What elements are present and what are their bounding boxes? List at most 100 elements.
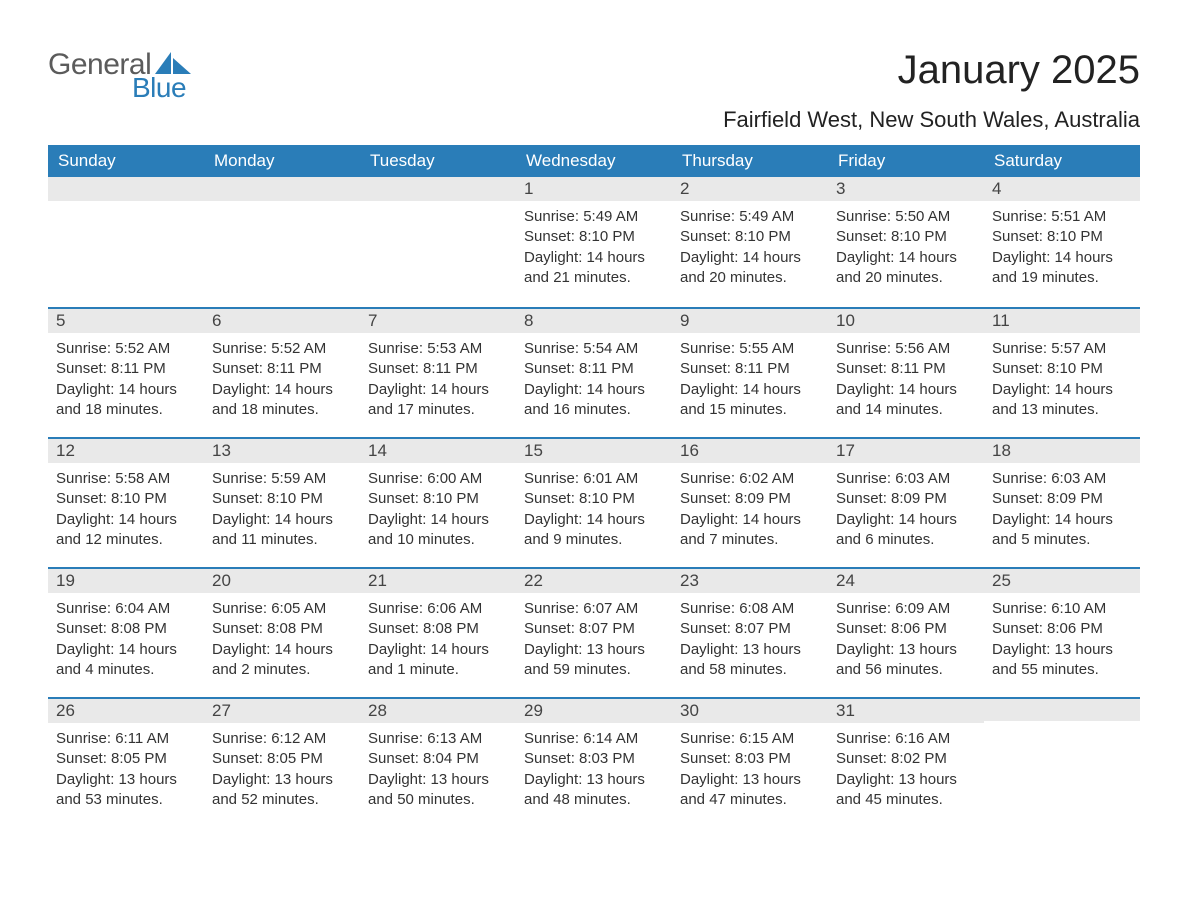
day-number: 25 — [984, 567, 1140, 593]
day-number: 24 — [828, 567, 984, 593]
weekday-header: Saturday — [984, 145, 1140, 177]
day-number: 30 — [672, 697, 828, 723]
day-body: Sunrise: 6:00 AMSunset: 8:10 PMDaylight:… — [360, 463, 516, 564]
day-number: 12 — [48, 437, 204, 463]
sunset-line: Sunset: 8:10 PM — [992, 227, 1132, 247]
sunset-line: Sunset: 8:08 PM — [212, 619, 352, 639]
sunset-line: Sunset: 8:10 PM — [524, 227, 664, 247]
day-number: 18 — [984, 437, 1140, 463]
day-cell: 12Sunrise: 5:58 AMSunset: 8:10 PMDayligh… — [48, 437, 204, 567]
sunset-line: Sunset: 8:05 PM — [212, 749, 352, 769]
sunset-line: Sunset: 8:09 PM — [680, 489, 820, 509]
day-cell: 21Sunrise: 6:06 AMSunset: 8:08 PMDayligh… — [360, 567, 516, 697]
day-number: 21 — [360, 567, 516, 593]
day-body: Sunrise: 6:15 AMSunset: 8:03 PMDaylight:… — [672, 723, 828, 824]
empty-day-cell — [360, 177, 516, 307]
day-number: 2 — [672, 177, 828, 201]
daylight-line: Daylight: 13 hours and 48 minutes. — [524, 770, 664, 811]
day-number: 28 — [360, 697, 516, 723]
day-number: 4 — [984, 177, 1140, 201]
daylight-line: Daylight: 14 hours and 15 minutes. — [680, 380, 820, 421]
weekday-header: Sunday — [48, 145, 204, 177]
sunrise-line: Sunrise: 6:02 AM — [680, 469, 820, 489]
day-body: Sunrise: 6:05 AMSunset: 8:08 PMDaylight:… — [204, 593, 360, 694]
day-number: 13 — [204, 437, 360, 463]
day-body: Sunrise: 5:56 AMSunset: 8:11 PMDaylight:… — [828, 333, 984, 434]
day-body: Sunrise: 5:49 AMSunset: 8:10 PMDaylight:… — [672, 201, 828, 302]
day-cell: 14Sunrise: 6:00 AMSunset: 8:10 PMDayligh… — [360, 437, 516, 567]
day-body: Sunrise: 5:49 AMSunset: 8:10 PMDaylight:… — [516, 201, 672, 302]
calendar: SundayMondayTuesdayWednesdayThursdayFrid… — [48, 145, 1140, 827]
day-cell: 24Sunrise: 6:09 AMSunset: 8:06 PMDayligh… — [828, 567, 984, 697]
day-number: 3 — [828, 177, 984, 201]
week-row: 1Sunrise: 5:49 AMSunset: 8:10 PMDaylight… — [48, 177, 1140, 307]
day-body: Sunrise: 5:52 AMSunset: 8:11 PMDaylight:… — [48, 333, 204, 434]
header: General Blue January 2025 Fairfield West… — [48, 48, 1140, 133]
day-cell: 15Sunrise: 6:01 AMSunset: 8:10 PMDayligh… — [516, 437, 672, 567]
sunset-line: Sunset: 8:10 PM — [212, 489, 352, 509]
daylight-line: Daylight: 14 hours and 13 minutes. — [992, 380, 1132, 421]
sunrise-line: Sunrise: 5:52 AM — [56, 339, 196, 359]
day-cell: 13Sunrise: 5:59 AMSunset: 8:10 PMDayligh… — [204, 437, 360, 567]
sunrise-line: Sunrise: 5:51 AM — [992, 207, 1132, 227]
sunrise-line: Sunrise: 5:52 AM — [212, 339, 352, 359]
sunrise-line: Sunrise: 6:10 AM — [992, 599, 1132, 619]
sunrise-line: Sunrise: 5:49 AM — [680, 207, 820, 227]
day-body: Sunrise: 5:54 AMSunset: 8:11 PMDaylight:… — [516, 333, 672, 434]
day-cell: 1Sunrise: 5:49 AMSunset: 8:10 PMDaylight… — [516, 177, 672, 307]
daylight-line: Daylight: 14 hours and 14 minutes. — [836, 380, 976, 421]
sunset-line: Sunset: 8:08 PM — [56, 619, 196, 639]
sunrise-line: Sunrise: 6:03 AM — [992, 469, 1132, 489]
daylight-line: Daylight: 14 hours and 4 minutes. — [56, 640, 196, 681]
day-number: 31 — [828, 697, 984, 723]
daylight-line: Daylight: 13 hours and 53 minutes. — [56, 770, 196, 811]
sunrise-line: Sunrise: 5:56 AM — [836, 339, 976, 359]
empty-day-bar — [360, 177, 516, 201]
sunrise-line: Sunrise: 6:05 AM — [212, 599, 352, 619]
sunrise-line: Sunrise: 5:59 AM — [212, 469, 352, 489]
day-number: 6 — [204, 307, 360, 333]
daylight-line: Daylight: 14 hours and 7 minutes. — [680, 510, 820, 551]
daylight-line: Daylight: 14 hours and 2 minutes. — [212, 640, 352, 681]
month-title: January 2025 — [723, 48, 1140, 93]
day-cell: 22Sunrise: 6:07 AMSunset: 8:07 PMDayligh… — [516, 567, 672, 697]
day-cell: 17Sunrise: 6:03 AMSunset: 8:09 PMDayligh… — [828, 437, 984, 567]
day-cell: 8Sunrise: 5:54 AMSunset: 8:11 PMDaylight… — [516, 307, 672, 437]
sunset-line: Sunset: 8:09 PM — [992, 489, 1132, 509]
sunset-line: Sunset: 8:10 PM — [680, 227, 820, 247]
daylight-line: Daylight: 14 hours and 18 minutes. — [56, 380, 196, 421]
day-number: 29 — [516, 697, 672, 723]
day-number: 5 — [48, 307, 204, 333]
daylight-line: Daylight: 14 hours and 5 minutes. — [992, 510, 1132, 551]
day-cell: 29Sunrise: 6:14 AMSunset: 8:03 PMDayligh… — [516, 697, 672, 827]
sunset-line: Sunset: 8:11 PM — [524, 359, 664, 379]
sunrise-line: Sunrise: 5:58 AM — [56, 469, 196, 489]
weekday-header: Wednesday — [516, 145, 672, 177]
sunset-line: Sunset: 8:03 PM — [524, 749, 664, 769]
weekday-header: Thursday — [672, 145, 828, 177]
sunrise-line: Sunrise: 6:01 AM — [524, 469, 664, 489]
daylight-line: Daylight: 13 hours and 59 minutes. — [524, 640, 664, 681]
day-number: 20 — [204, 567, 360, 593]
day-cell: 5Sunrise: 5:52 AMSunset: 8:11 PMDaylight… — [48, 307, 204, 437]
day-body: Sunrise: 5:59 AMSunset: 8:10 PMDaylight:… — [204, 463, 360, 564]
daylight-line: Daylight: 13 hours and 52 minutes. — [212, 770, 352, 811]
daylight-line: Daylight: 14 hours and 21 minutes. — [524, 248, 664, 289]
day-body: Sunrise: 6:10 AMSunset: 8:06 PMDaylight:… — [984, 593, 1140, 694]
day-body: Sunrise: 6:03 AMSunset: 8:09 PMDaylight:… — [828, 463, 984, 564]
weekday-header: Friday — [828, 145, 984, 177]
sunrise-line: Sunrise: 6:04 AM — [56, 599, 196, 619]
daylight-line: Daylight: 14 hours and 6 minutes. — [836, 510, 976, 551]
weekday-header: Monday — [204, 145, 360, 177]
day-body: Sunrise: 6:04 AMSunset: 8:08 PMDaylight:… — [48, 593, 204, 694]
sunrise-line: Sunrise: 5:53 AM — [368, 339, 508, 359]
weekday-header: Tuesday — [360, 145, 516, 177]
week-row: 12Sunrise: 5:58 AMSunset: 8:10 PMDayligh… — [48, 437, 1140, 567]
day-body: Sunrise: 5:53 AMSunset: 8:11 PMDaylight:… — [360, 333, 516, 434]
daylight-line: Daylight: 14 hours and 11 minutes. — [212, 510, 352, 551]
empty-day-bar — [48, 177, 204, 201]
day-body: Sunrise: 6:09 AMSunset: 8:06 PMDaylight:… — [828, 593, 984, 694]
day-body: Sunrise: 6:13 AMSunset: 8:04 PMDaylight:… — [360, 723, 516, 824]
day-cell: 9Sunrise: 5:55 AMSunset: 8:11 PMDaylight… — [672, 307, 828, 437]
day-body: Sunrise: 5:58 AMSunset: 8:10 PMDaylight:… — [48, 463, 204, 564]
